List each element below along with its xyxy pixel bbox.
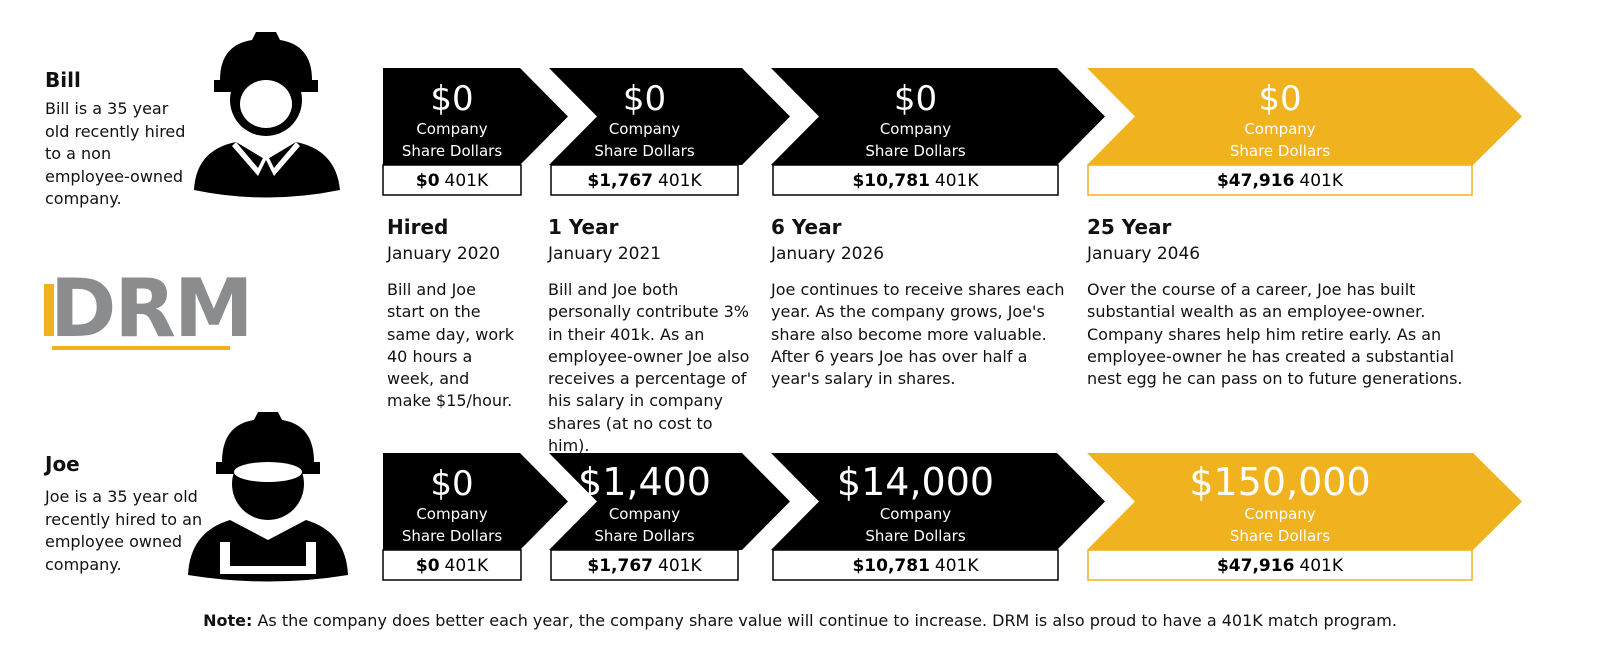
stage-text: Bill and Joe both personally contribute … <box>548 280 750 456</box>
k401-value: $0 <box>416 171 440 191</box>
person-description: Bill is a 35 year old recently hired to … <box>45 99 186 208</box>
bill-face <box>240 80 292 128</box>
logo-underline <box>52 346 230 350</box>
share-label: Share Dollars <box>402 142 502 160</box>
joe-overalls <box>220 542 316 574</box>
arrow <box>771 68 1105 165</box>
arrow <box>383 68 568 165</box>
k401-label: 401K <box>445 171 489 191</box>
share-label: Company <box>609 120 680 138</box>
share-value: $0 <box>1258 79 1301 119</box>
logo-gear <box>44 284 54 336</box>
k401: $47,916 401K <box>1217 171 1344 191</box>
stage-date: January 2020 <box>387 244 501 264</box>
stage-date: January 2046 <box>1087 244 1201 264</box>
k401-box <box>550 549 739 581</box>
share-label: Company <box>880 505 951 523</box>
share-value: $1,400 <box>578 460 711 504</box>
note-label: Note: <box>203 611 253 630</box>
k401: $1,767 401K <box>587 556 702 576</box>
share-value: $0 <box>430 79 473 119</box>
stage-date: January 2021 <box>548 244 662 264</box>
share-label: Share Dollars <box>594 527 694 545</box>
k401-label: 401K <box>935 556 979 576</box>
arrow <box>1087 453 1522 550</box>
k401-label: 401K <box>1299 171 1343 191</box>
stage-text: Over the course of a career, Joe has bui… <box>1087 280 1463 389</box>
k401-label: 401K <box>935 171 979 191</box>
share-label: Share Dollars <box>594 142 694 160</box>
note: Note: As the company does better each ye… <box>0 611 1600 630</box>
k401-box <box>772 164 1059 196</box>
share-label: Company <box>609 505 680 523</box>
stage-title: 1 Year <box>548 215 619 239</box>
share-value: $14,000 <box>837 460 994 504</box>
k401-label: 401K <box>1299 556 1343 576</box>
logo: DRM <box>50 262 252 355</box>
share-value: $0 <box>894 79 937 119</box>
k401-box <box>1087 549 1473 581</box>
k401-label: 401K <box>658 171 702 191</box>
k401-box <box>382 164 522 196</box>
k401-label: 401K <box>658 556 702 576</box>
joe-face <box>234 462 302 482</box>
k401-value: $1,767 <box>587 171 653 191</box>
stage-date: January 2026 <box>771 244 885 264</box>
k401-box <box>772 549 1059 581</box>
k401-box <box>550 164 739 196</box>
share-label: Company <box>416 120 487 138</box>
k401: $1,767 401K <box>587 171 702 191</box>
share-label: Share Dollars <box>865 527 965 545</box>
stage-title: 25 Year <box>1087 215 1172 239</box>
stage-title: 6 Year <box>771 215 842 239</box>
person-name: Bill <box>45 68 81 92</box>
k401: $10,781 401K <box>852 556 979 576</box>
arrow <box>383 453 568 550</box>
arrow <box>1087 68 1522 165</box>
k401-value: $47,916 <box>1217 556 1294 576</box>
person-name: Joe <box>45 452 80 476</box>
stage-text: Joe continues to receive shares each yea… <box>771 280 1065 389</box>
share-label: Share Dollars <box>1230 142 1330 160</box>
k401: $10,781 401K <box>852 171 979 191</box>
share-value: $0 <box>430 464 473 504</box>
stage-text: Bill and Joe start on the same day, work… <box>387 280 514 411</box>
share-label: Company <box>880 120 951 138</box>
k401-box <box>1087 164 1473 196</box>
k401-value: $10,781 <box>852 556 929 576</box>
share-label: Share Dollars <box>865 142 965 160</box>
k401: $0 401K <box>416 556 489 576</box>
k401-value: $0 <box>416 556 440 576</box>
k401: $47,916 401K <box>1217 556 1344 576</box>
share-label: Share Dollars <box>1230 527 1330 545</box>
arrow <box>549 68 790 165</box>
share-value: $150,000 <box>1189 460 1370 504</box>
arrow <box>771 453 1105 550</box>
k401: $0 401K <box>416 171 489 191</box>
arrow <box>549 453 790 550</box>
share-label: Share Dollars <box>402 527 502 545</box>
person-description: Joe is a 35 year old recently hired to a… <box>45 487 203 574</box>
k401-value: $10,781 <box>852 171 929 191</box>
share-label: Company <box>1244 505 1315 523</box>
share-label: Company <box>416 505 487 523</box>
share-label: Company <box>1244 120 1315 138</box>
share-value: $0 <box>623 79 666 119</box>
bill-collar <box>232 142 300 176</box>
k401-box <box>382 549 522 581</box>
k401-label: 401K <box>445 556 489 576</box>
stage-title: Hired <box>387 215 449 239</box>
k401-value: $1,767 <box>587 556 653 576</box>
note-text: As the company does better each year, th… <box>257 611 1397 630</box>
joe-icon <box>188 412 348 582</box>
k401-value: $47,916 <box>1217 171 1294 191</box>
